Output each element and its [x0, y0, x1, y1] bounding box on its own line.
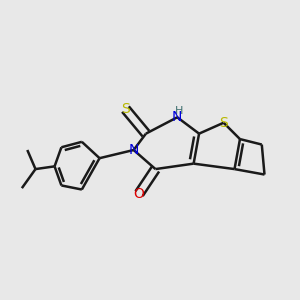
Text: O: O — [134, 187, 145, 201]
Text: H: H — [174, 106, 183, 116]
Text: N: N — [128, 143, 139, 157]
Text: S: S — [121, 102, 130, 116]
Text: N: N — [172, 110, 182, 124]
Text: S: S — [219, 116, 228, 130]
